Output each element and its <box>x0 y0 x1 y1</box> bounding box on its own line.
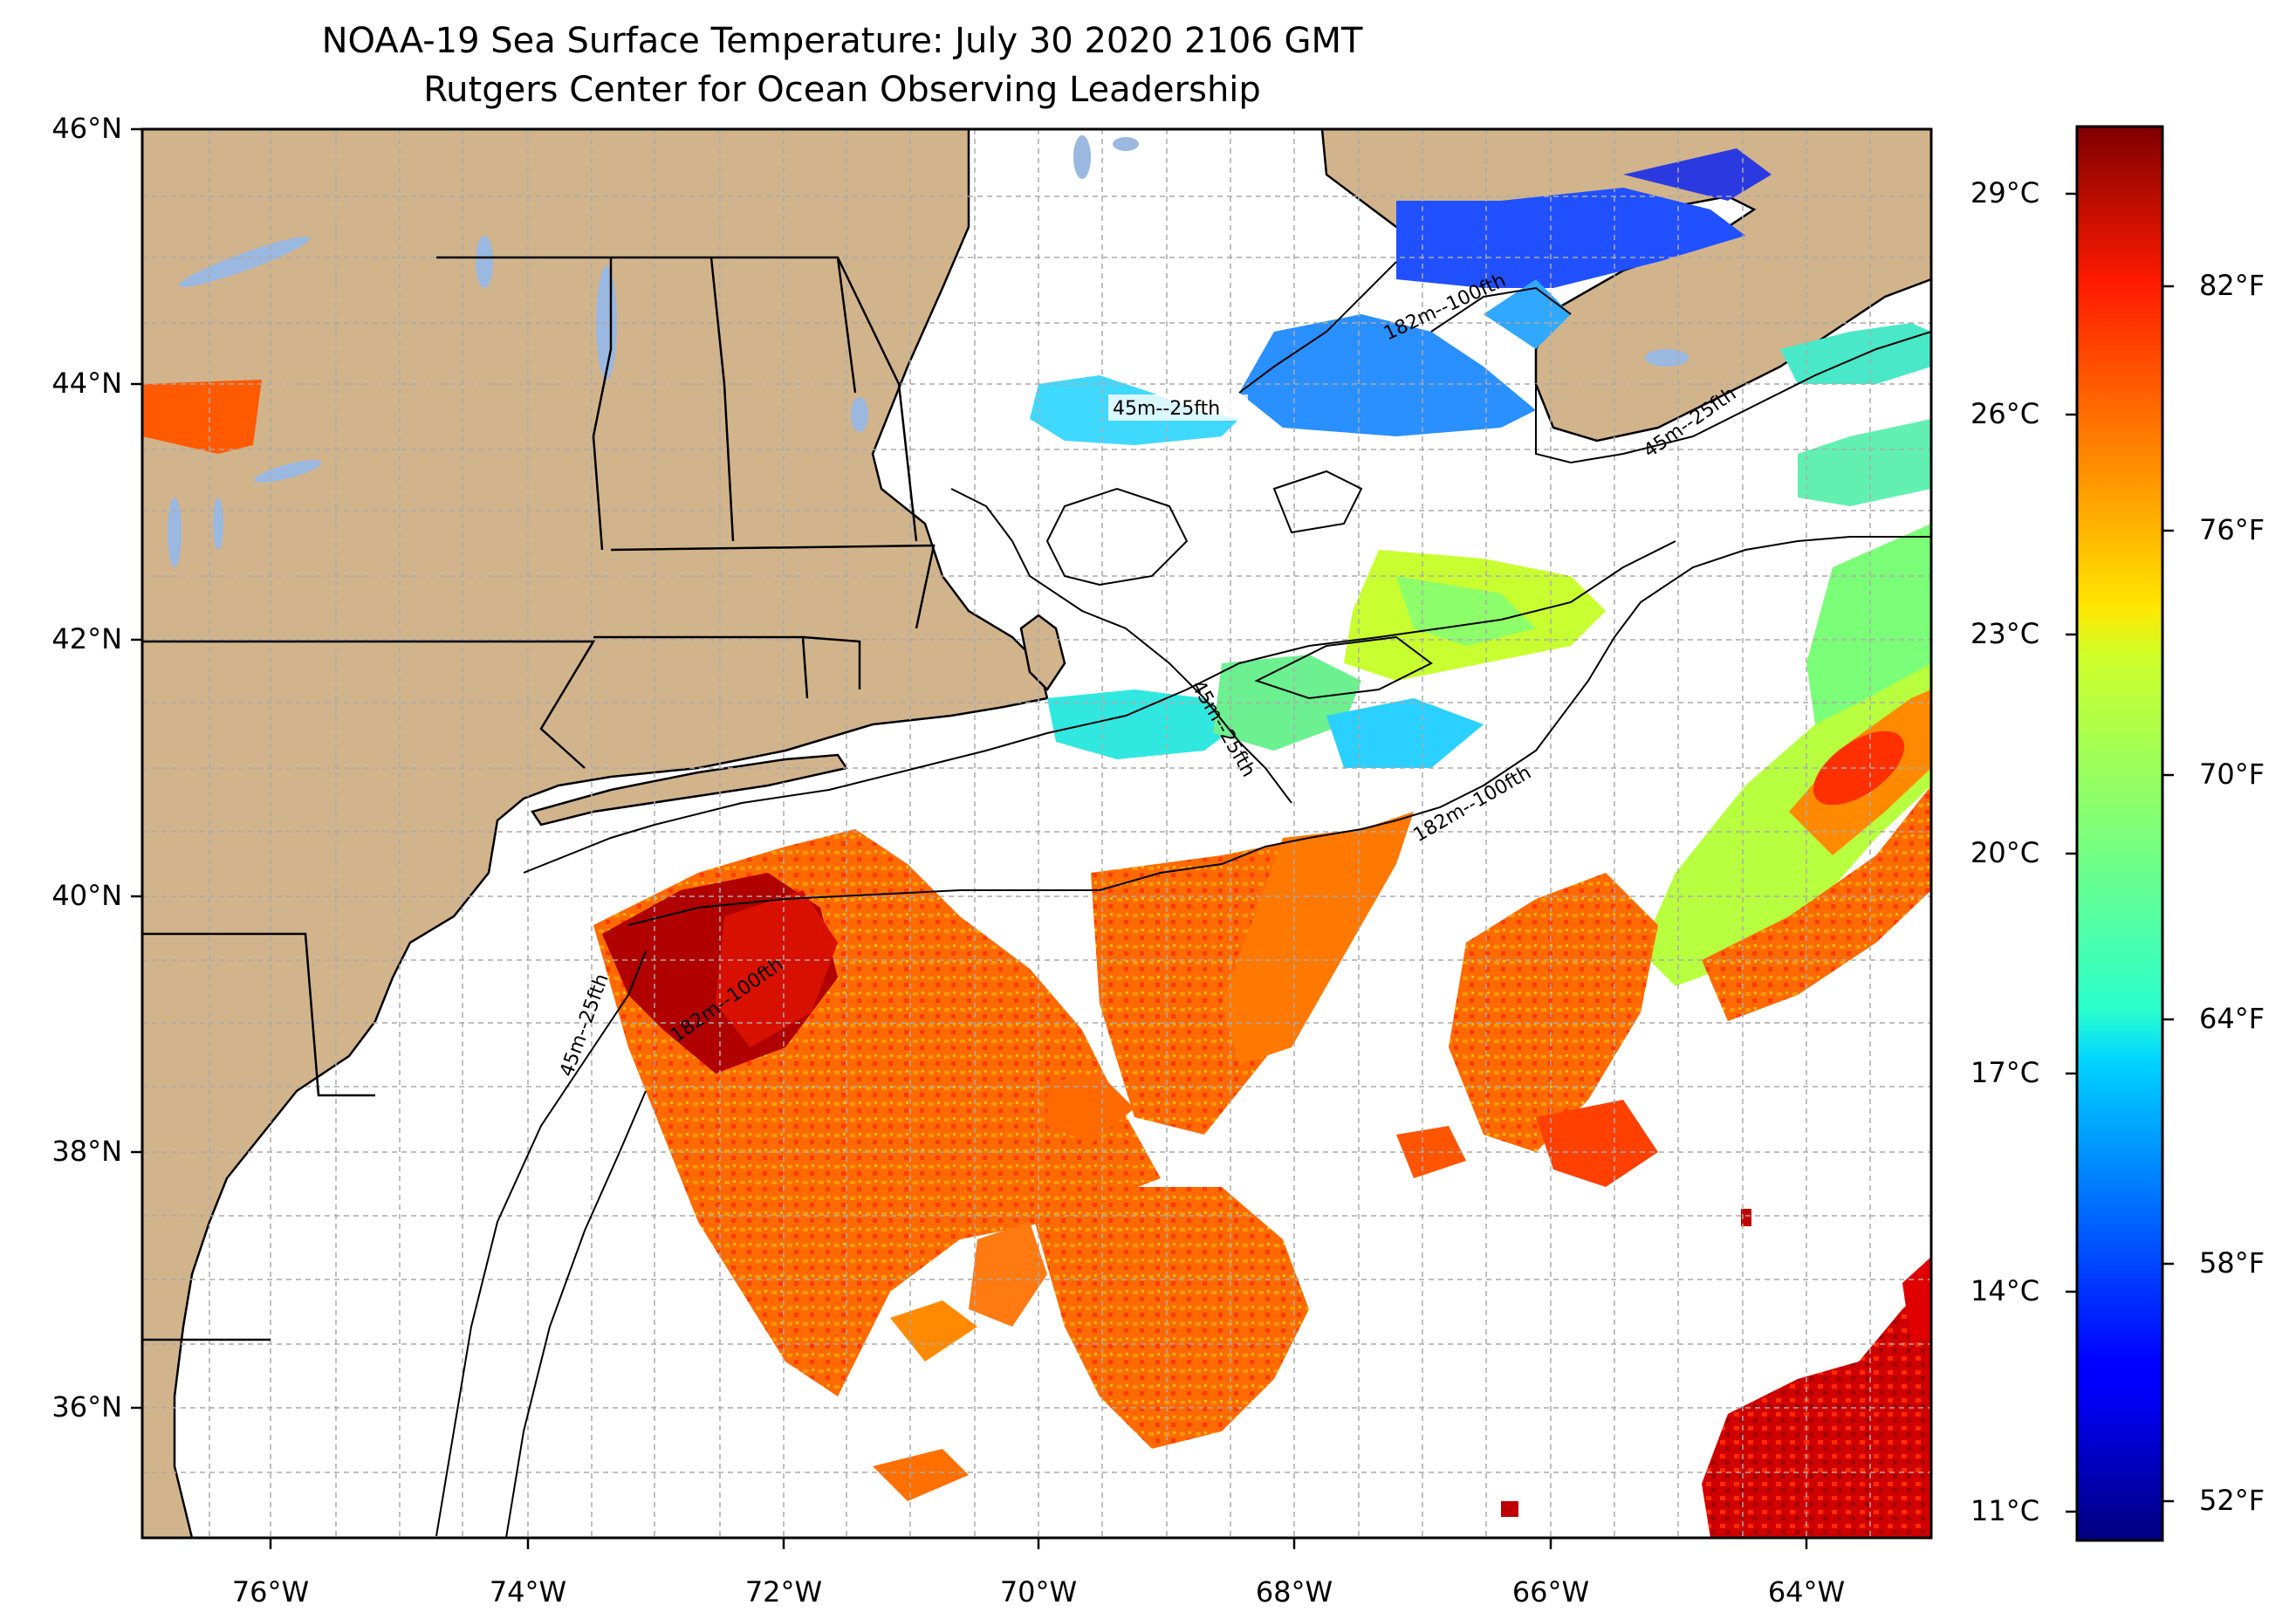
graticule <box>142 129 1931 1538</box>
lon-label-68w: 68°W <box>1255 1575 1333 1609</box>
map-subtitle: Rutgers Center for Ocean Observing Leade… <box>423 70 1261 110</box>
offshore-warm-sst <box>593 812 1658 1501</box>
georges-bank-sst <box>1047 550 1606 768</box>
lon-label-76w: 76°W <box>231 1575 310 1609</box>
colorbar-label-14c: 14°C <box>1970 1274 2040 1307</box>
lon-label-66w: 66°W <box>1511 1575 1590 1609</box>
map-title: NOAA-19 Sea Surface Temperature: July 30… <box>321 21 1363 61</box>
colorbar-label-58f: 58°F <box>2199 1246 2265 1279</box>
colorbar-label-26c: 26°C <box>1970 397 2040 430</box>
lat-label-40n: 40°N <box>51 879 122 912</box>
lat-label-46n: 46°N <box>51 112 122 145</box>
state-borders <box>142 256 936 1341</box>
colorbar-label-76f: 76°F <box>2199 513 2265 546</box>
lon-label-72w: 72°W <box>744 1575 823 1609</box>
lon-label-74w: 74°W <box>489 1575 567 1609</box>
colorbar-label-17c: 17°C <box>1970 1056 2040 1089</box>
colorbar-label-82f: 82°F <box>2199 269 2265 302</box>
map-frame <box>141 127 1933 1540</box>
colorbar <box>2075 125 2164 1542</box>
lat-label-36n: 36°N <box>51 1390 122 1423</box>
gulf-stream-sst <box>1641 524 1931 1021</box>
lat-label-44n: 44°N <box>51 367 122 400</box>
lon-label-64w: 64°W <box>1767 1575 1846 1609</box>
southeast-hot-sst <box>1501 1209 1931 1538</box>
colorbar-label-70f: 70°F <box>2199 758 2265 791</box>
colorbar-label-20c: 20°C <box>1970 836 2040 869</box>
colorbar-label-29c: 29°C <box>1970 176 2040 209</box>
contour-label-gom-45m: 45m--25fth <box>1113 398 1220 420</box>
lake-ontario-sst <box>142 380 262 454</box>
colorbar-label-11c: 11°C <box>1970 1494 2040 1527</box>
colorbar-ticks <box>2066 192 2174 1513</box>
bathymetry-contours <box>435 261 1931 1538</box>
colorbar-label-23c: 23°C <box>1970 617 2040 650</box>
axis-ticks <box>131 127 1808 1549</box>
colorbar-label-52f: 52°F <box>2199 1484 2265 1517</box>
lat-label-42n: 42°N <box>51 622 122 655</box>
lon-label-70w: 70°W <box>999 1575 1078 1609</box>
lat-label-38n: 38°N <box>51 1135 122 1168</box>
colorbar-label-64f: 64°F <box>2199 1002 2265 1035</box>
